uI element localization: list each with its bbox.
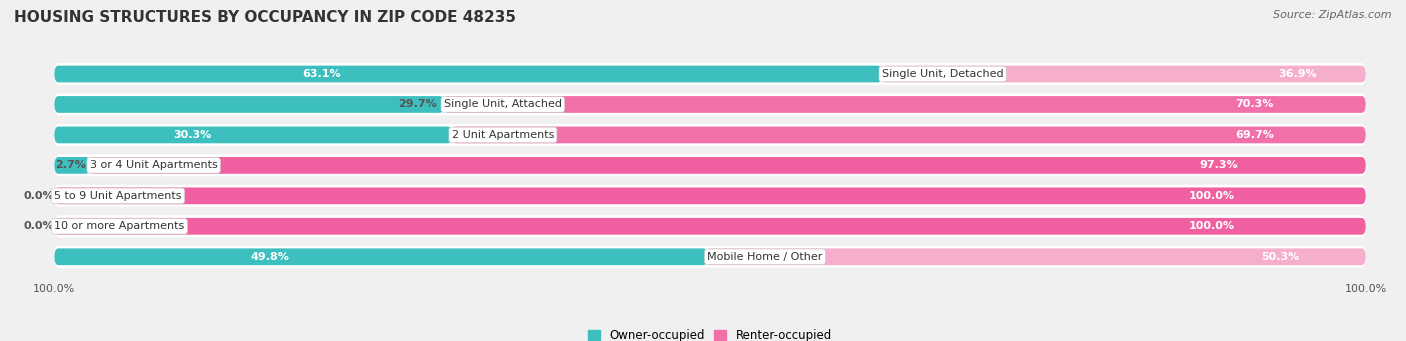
FancyBboxPatch shape [55, 65, 882, 83]
FancyBboxPatch shape [706, 248, 1365, 265]
FancyBboxPatch shape [55, 246, 1365, 268]
FancyBboxPatch shape [90, 157, 1365, 174]
FancyBboxPatch shape [55, 127, 451, 143]
Text: 100.0%: 100.0% [1188, 221, 1234, 231]
FancyBboxPatch shape [55, 96, 444, 113]
Text: 69.7%: 69.7% [1236, 130, 1274, 140]
Text: 49.8%: 49.8% [250, 252, 290, 262]
FancyBboxPatch shape [55, 185, 1365, 207]
FancyBboxPatch shape [55, 154, 1365, 176]
Text: 2 Unit Apartments: 2 Unit Apartments [451, 130, 554, 140]
FancyBboxPatch shape [444, 96, 1365, 113]
Text: 30.3%: 30.3% [173, 130, 212, 140]
Legend: Owner-occupied, Renter-occupied: Owner-occupied, Renter-occupied [583, 324, 837, 341]
FancyBboxPatch shape [55, 93, 1365, 115]
Text: 0.0%: 0.0% [24, 221, 55, 231]
Text: 10 or more Apartments: 10 or more Apartments [55, 221, 184, 231]
Text: Single Unit, Detached: Single Unit, Detached [882, 69, 1004, 79]
FancyBboxPatch shape [55, 157, 90, 174]
Text: Source: ZipAtlas.com: Source: ZipAtlas.com [1274, 10, 1392, 20]
Text: 2.7%: 2.7% [55, 160, 86, 170]
FancyBboxPatch shape [55, 63, 1365, 85]
Text: 63.1%: 63.1% [302, 69, 342, 79]
Text: 70.3%: 70.3% [1234, 100, 1274, 109]
Text: Mobile Home / Other: Mobile Home / Other [707, 252, 823, 262]
Text: Single Unit, Attached: Single Unit, Attached [444, 100, 562, 109]
FancyBboxPatch shape [55, 216, 1365, 237]
FancyBboxPatch shape [55, 124, 1365, 146]
Text: 100.0%: 100.0% [1188, 191, 1234, 201]
Text: HOUSING STRUCTURES BY OCCUPANCY IN ZIP CODE 48235: HOUSING STRUCTURES BY OCCUPANCY IN ZIP C… [14, 10, 516, 25]
Text: 97.3%: 97.3% [1199, 160, 1239, 170]
FancyBboxPatch shape [55, 248, 707, 265]
Text: 5 to 9 Unit Apartments: 5 to 9 Unit Apartments [55, 191, 181, 201]
FancyBboxPatch shape [55, 188, 1365, 204]
Text: 3 or 4 Unit Apartments: 3 or 4 Unit Apartments [90, 160, 218, 170]
Text: 29.7%: 29.7% [398, 100, 437, 109]
Text: 0.0%: 0.0% [24, 191, 55, 201]
Text: 50.3%: 50.3% [1261, 252, 1299, 262]
FancyBboxPatch shape [882, 65, 1365, 83]
FancyBboxPatch shape [55, 218, 1365, 235]
Text: 36.9%: 36.9% [1278, 69, 1317, 79]
FancyBboxPatch shape [451, 127, 1365, 143]
